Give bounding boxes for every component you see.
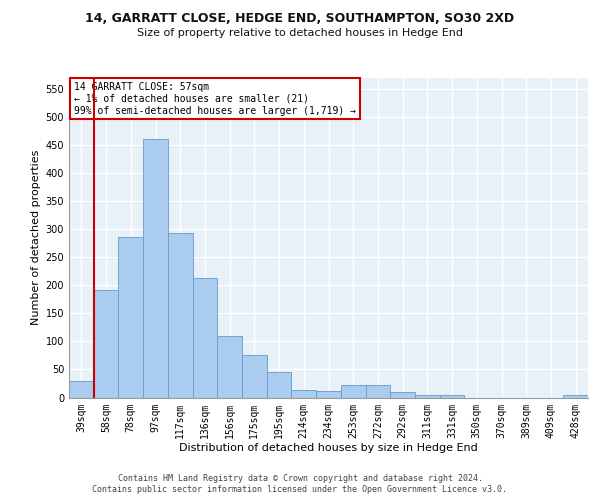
Bar <box>390 392 415 398</box>
Y-axis label: Number of detached properties: Number of detached properties <box>31 150 41 325</box>
Text: Size of property relative to detached houses in Hedge End: Size of property relative to detached ho… <box>137 28 463 38</box>
Bar <box>118 237 143 398</box>
Bar <box>69 380 94 398</box>
Bar <box>217 336 242 398</box>
Bar <box>267 372 292 398</box>
Text: Contains HM Land Registry data © Crown copyright and database right 2024.
Contai: Contains HM Land Registry data © Crown c… <box>92 474 508 494</box>
Bar <box>242 356 267 398</box>
Bar <box>94 290 118 398</box>
Bar <box>143 140 168 398</box>
Bar <box>341 385 365 398</box>
Bar <box>415 394 440 398</box>
Bar <box>193 278 217 398</box>
Bar <box>292 390 316 398</box>
Bar <box>168 233 193 398</box>
Text: 14, GARRATT CLOSE, HEDGE END, SOUTHAMPTON, SO30 2XD: 14, GARRATT CLOSE, HEDGE END, SOUTHAMPTO… <box>85 12 515 26</box>
Bar <box>365 385 390 398</box>
Bar <box>440 394 464 398</box>
X-axis label: Distribution of detached houses by size in Hedge End: Distribution of detached houses by size … <box>179 443 478 453</box>
Text: 14 GARRATT CLOSE: 57sqm
← 1% of detached houses are smaller (21)
99% of semi-det: 14 GARRATT CLOSE: 57sqm ← 1% of detached… <box>74 82 356 116</box>
Bar <box>316 391 341 398</box>
Bar <box>563 394 588 398</box>
